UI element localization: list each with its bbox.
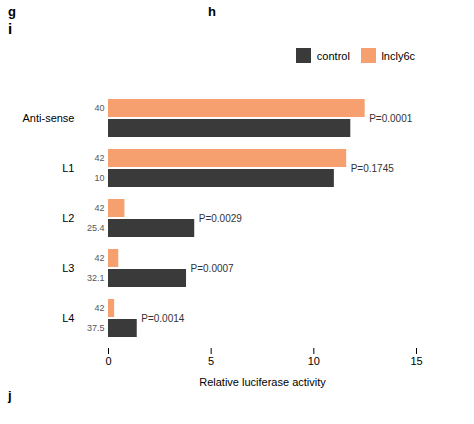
svg-text:40: 40 xyxy=(94,103,104,113)
svg-text:Relative luciferase activity: Relative luciferase activity xyxy=(199,375,326,387)
html-text:control: control xyxy=(316,49,350,62)
html-text:lncly6c: lncly6c xyxy=(381,49,415,62)
svg-text:42: 42 xyxy=(94,303,104,313)
svg-text:42: 42 xyxy=(94,203,104,213)
svg-text:42: 42 xyxy=(94,253,104,263)
svg-text:P=0.1745: P=0.1745 xyxy=(351,162,395,173)
svg-text:0: 0 xyxy=(105,355,111,367)
html-text:h: h xyxy=(208,4,216,19)
svg-text:42: 42 xyxy=(94,153,104,163)
svg-text:L1: L1 xyxy=(62,162,74,174)
html-text:g: g xyxy=(8,4,16,19)
svg-text:37.5: 37.5 xyxy=(87,323,105,333)
svg-text:L3: L3 xyxy=(62,262,74,274)
svg-text:P=0.0001: P=0.0001 xyxy=(369,112,413,123)
svg-text:32.1: 32.1 xyxy=(87,273,105,283)
svg-text:P=0.0007: P=0.0007 xyxy=(191,262,235,273)
svg-text:L2: L2 xyxy=(62,212,74,224)
svg-text:10: 10 xyxy=(308,355,320,367)
svg-text:P=0.0029: P=0.0029 xyxy=(199,212,243,223)
svg-text:25.4: 25.4 xyxy=(87,223,105,233)
html-text:i: i xyxy=(8,20,13,37)
svg-text:15: 15 xyxy=(410,355,422,367)
html-text:j: j xyxy=(8,387,12,403)
svg-text:5: 5 xyxy=(208,355,214,367)
svg-text:L4: L4 xyxy=(62,312,74,324)
svg-text:10: 10 xyxy=(94,173,104,183)
svg-text:P=0.0014: P=0.0014 xyxy=(141,312,185,323)
svg-text:Anti-sense: Anti-sense xyxy=(23,112,75,124)
